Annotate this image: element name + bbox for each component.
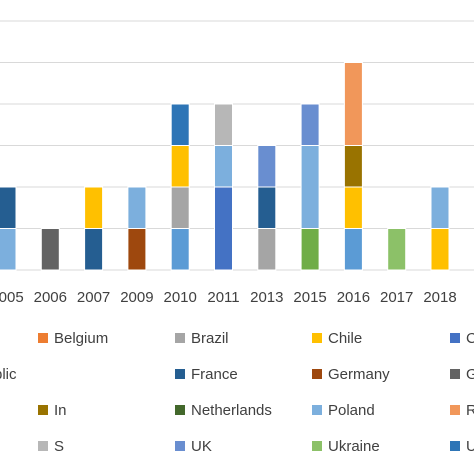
- legend-item-france: France: [175, 366, 238, 383]
- legend-label: Greece: [466, 366, 474, 383]
- legend-label: France: [191, 366, 238, 383]
- bar-segment-2013-france: [257, 186, 277, 229]
- legend-swatch: [175, 441, 185, 451]
- bar-segment-2015-ukraine: [300, 228, 320, 271]
- bar-segment-2013-brazil: [257, 228, 277, 271]
- legend-item-blic: blic: [0, 366, 17, 383]
- legend-label: Germany: [328, 366, 390, 383]
- x-tick-label: 2006: [34, 289, 67, 306]
- x-tick-label: 2015: [293, 289, 326, 306]
- bar-segment-2009-germany: [127, 228, 147, 271]
- legend-label: S: [54, 438, 64, 455]
- bar-segment-2006-greece: [40, 228, 60, 271]
- legend-swatch: [312, 405, 322, 415]
- bar-segment-2007-france: [84, 228, 104, 271]
- legend-item-chile: Chile: [312, 330, 362, 347]
- bar-segment-2018-chile: [430, 228, 450, 271]
- bar-segment-2011-poland: [214, 145, 233, 188]
- legend-label: U.S.A: [466, 438, 474, 455]
- legend-label: Belgium: [54, 330, 108, 347]
- legend-label: Netherlands: [191, 402, 272, 419]
- gridlines: [0, 20, 474, 271]
- legend-item-poland: Poland: [312, 402, 375, 419]
- legend-item-germany: Germany: [312, 366, 390, 383]
- legend-swatch: [450, 405, 460, 415]
- bars: [0, 62, 450, 271]
- x-tick-label: 2016: [337, 289, 370, 306]
- legend-swatch: [450, 369, 460, 379]
- bar-segment-2016-u-s-a: [343, 228, 363, 271]
- bar-segment-2011-c: [214, 186, 233, 271]
- bar-segment-2005-france: [0, 186, 17, 229]
- legend-swatch: [450, 441, 460, 451]
- legend-label: Brazil: [191, 330, 229, 347]
- legend-item-brazil: Brazil: [175, 330, 229, 347]
- x-tick-label: 2010: [164, 289, 197, 306]
- x-tick-label: 2018: [423, 289, 456, 306]
- legend-item-c: C: [450, 330, 474, 347]
- bar-segment-2010-poland: [170, 228, 190, 271]
- legend-label: Chile: [328, 330, 362, 347]
- legend-swatch: [38, 441, 48, 451]
- legend-label: Ukraine: [328, 438, 380, 455]
- x-tick-label: 2011: [207, 289, 239, 306]
- bar-segment-2009-poland: [127, 186, 147, 229]
- x-tick-label: 2017: [380, 289, 413, 306]
- bar-segment-2017-ukraine: [387, 228, 407, 271]
- legend: Belgium Brazil Chile Cblic France Germany Gree…: [0, 330, 474, 455]
- legend-item-belgium: Belgium: [38, 330, 108, 347]
- legend-swatch: [38, 405, 48, 415]
- legend-label: UK: [191, 438, 212, 455]
- x-tick-label: 2005: [0, 289, 24, 306]
- bar-segment-2010-chile: [170, 145, 190, 188]
- legend-swatch: [450, 333, 460, 343]
- legend-swatch: [175, 405, 185, 415]
- legend-label: blic: [0, 366, 17, 383]
- legend-label: Poland: [328, 402, 375, 419]
- bar-segment-2011-brazil: [214, 103, 233, 146]
- x-axis-tick-labels: 2005 2006 2007 2009 2010 2011 2013 2015 2016 2017…: [0, 289, 457, 306]
- legend-swatch: [38, 333, 48, 343]
- x-tick-label: 2009: [120, 289, 153, 306]
- legend-item-netherlands: Netherlands: [175, 402, 272, 419]
- bar-segment-2010-brazil: [170, 186, 190, 229]
- bar-segment-2005-poland: [0, 228, 17, 271]
- bar-segment-2015-uk: [300, 103, 320, 146]
- bar-segment-2016-chile: [343, 186, 363, 229]
- legend-item-ukraine: Ukraine: [312, 438, 380, 455]
- bar-segment-2016-romania: [343, 62, 363, 146]
- legend-swatch: [175, 333, 185, 343]
- legend-item-uk: UK: [175, 438, 212, 455]
- legend-label: In: [54, 402, 67, 419]
- x-tick-label: 2013: [250, 289, 283, 306]
- bar-segment-2016-in: [343, 145, 363, 188]
- legend-item-greece: Greece: [450, 366, 474, 383]
- legend-item-in: In: [38, 402, 67, 419]
- bar-segment-2007-chile: [84, 186, 104, 229]
- legend-swatch: [312, 333, 322, 343]
- legend-swatch: [312, 369, 322, 379]
- bar-segment-2013-uk: [257, 145, 277, 188]
- legend-item-s: S: [38, 438, 64, 455]
- bar-segment-2010-u-s-a: [170, 103, 190, 146]
- bar-segment-2015-poland: [300, 145, 320, 229]
- legend-item-romania: Romania: [450, 402, 474, 419]
- legend-swatch: [312, 441, 322, 451]
- legend-label: C: [466, 330, 474, 347]
- legend-item-u-s-a: U.S.A: [450, 438, 474, 455]
- bar-segment-2018-poland: [430, 186, 450, 229]
- legend-label: Romania: [466, 402, 474, 419]
- x-tick-label: 2007: [77, 289, 110, 306]
- legend-swatch: [175, 369, 185, 379]
